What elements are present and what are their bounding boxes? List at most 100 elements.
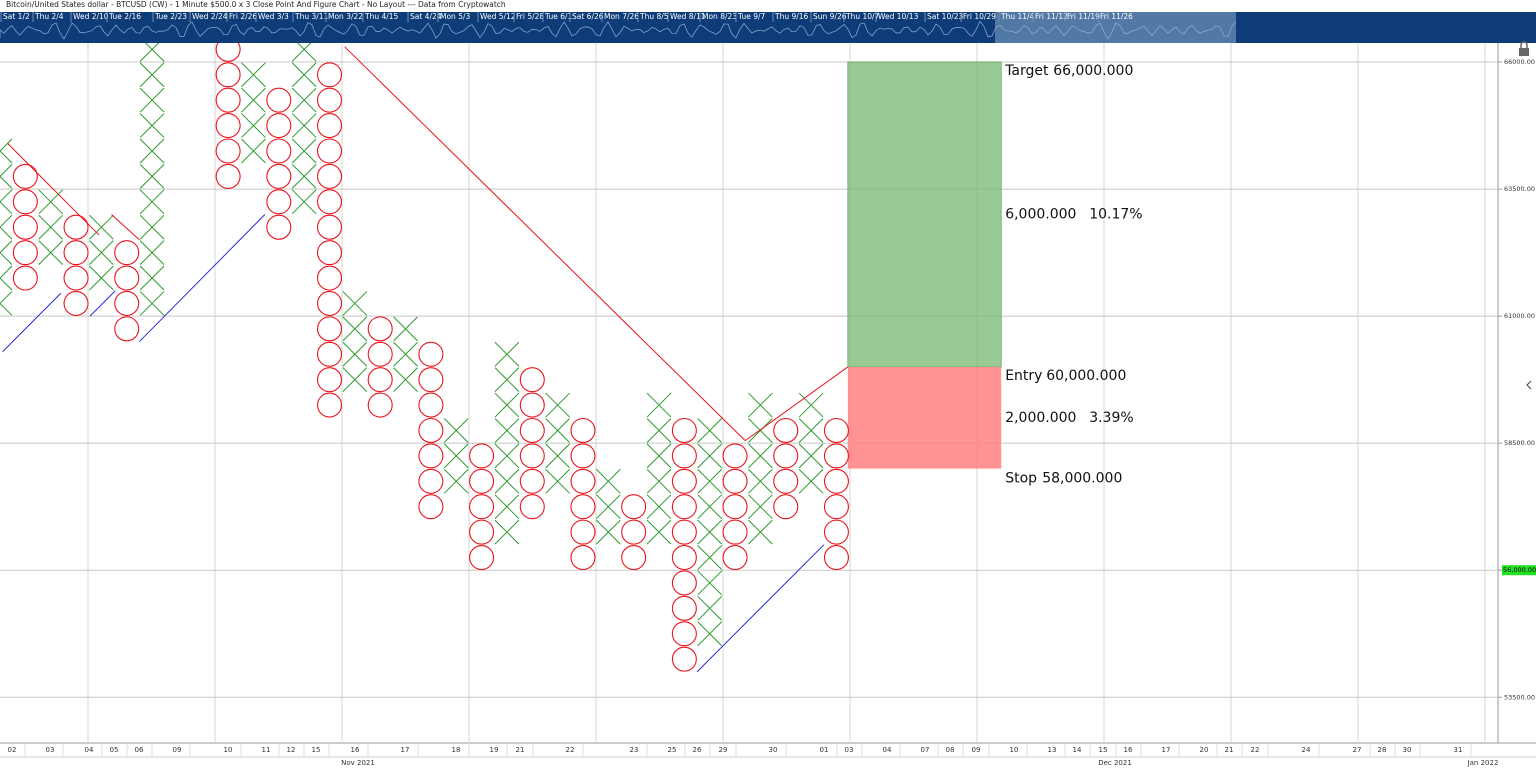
x-box — [38, 189, 64, 215]
o-box — [722, 443, 748, 469]
x-box — [139, 113, 165, 138]
navigator-date: Wed 8/11 — [670, 12, 706, 21]
o-box — [519, 494, 545, 520]
o-column — [215, 43, 241, 189]
o-box — [114, 265, 140, 291]
navigator-date: Mon 8/23 — [702, 12, 737, 21]
navigator-date: Tue 9/7 — [737, 12, 765, 21]
x-box — [748, 468, 773, 494]
x-tick-label: 04 — [883, 746, 892, 754]
o-box — [519, 392, 545, 418]
o-box — [570, 417, 596, 444]
navigator-date: Mon 5/3 — [440, 12, 470, 21]
o-box — [671, 468, 697, 494]
x-tick-label: 05 — [110, 746, 119, 754]
o-column — [773, 417, 799, 520]
x-box — [241, 138, 266, 164]
o-box — [823, 417, 849, 444]
navigator-date: Fri 11/26 — [1100, 12, 1133, 21]
risk-amount: 2,000.000 — [1005, 410, 1076, 426]
x-tick-label: 12 — [287, 746, 296, 754]
x-box — [494, 443, 520, 469]
x-box — [342, 367, 368, 393]
x-column — [646, 392, 672, 545]
x-tick-label: 17 — [1162, 746, 1171, 754]
trendline — [89, 290, 116, 317]
x-box — [291, 87, 317, 113]
y-tick-label: 53500.00 — [1504, 693, 1535, 701]
x-column — [38, 189, 64, 265]
x-box — [443, 418, 469, 443]
x-tick-label: 30 — [769, 746, 778, 754]
x-box — [545, 468, 570, 494]
x-tick-label: 22 — [566, 746, 575, 754]
x-box — [595, 468, 621, 494]
x-column — [697, 418, 723, 647]
o-box — [418, 468, 444, 494]
x-tick-label: 31 — [1454, 746, 1463, 754]
x-box — [0, 291, 13, 316]
o-column — [266, 87, 292, 240]
x-box — [697, 545, 723, 570]
o-box — [266, 189, 292, 215]
entry-label: 60,000.000 — [1046, 368, 1126, 384]
stop-name: Stop — [1005, 471, 1037, 487]
o-box — [63, 240, 89, 266]
o-box — [418, 494, 444, 520]
x-column — [443, 418, 469, 494]
y-tick-label: 63500.00 — [1504, 185, 1535, 193]
x-box — [0, 138, 13, 164]
o-box — [215, 113, 241, 139]
x-box — [798, 418, 824, 443]
o-box — [316, 392, 343, 418]
o-box — [671, 544, 697, 571]
navigator-date: Thu 9/16 — [774, 12, 809, 21]
x-box — [139, 62, 165, 88]
x-box — [595, 519, 621, 545]
x-month-label: Jan 2022 — [1467, 759, 1499, 767]
o-box — [114, 290, 140, 316]
x-box — [89, 240, 114, 265]
o-column — [367, 316, 393, 418]
x-tick-label: 13 — [1048, 746, 1057, 754]
x-box — [38, 240, 64, 265]
collapse-arrow[interactable] — [1526, 380, 1532, 390]
o-box — [316, 265, 343, 291]
o-box — [316, 240, 343, 266]
x-box — [798, 443, 824, 469]
navigator-date: Wed 3/3 — [258, 12, 289, 21]
o-box — [773, 468, 799, 494]
o-box — [570, 544, 596, 571]
target-label: 66,000.000 — [1053, 63, 1133, 79]
o-column — [519, 367, 545, 520]
o-box — [823, 544, 849, 571]
x-box — [646, 494, 672, 520]
x-box — [291, 113, 317, 138]
navigator-date: Wed 10/13 — [878, 12, 919, 21]
x-tick-label: 17 — [401, 746, 410, 754]
trendline — [139, 214, 266, 342]
o-box — [671, 621, 697, 647]
o-box — [316, 341, 343, 367]
o-box — [316, 290, 343, 316]
lock-icon[interactable] — [1519, 48, 1529, 56]
x-box — [646, 443, 672, 469]
x-tick-label: 19 — [490, 746, 499, 754]
o-box — [316, 367, 343, 393]
x-column — [393, 316, 418, 393]
o-box — [12, 214, 38, 240]
o-box — [266, 138, 292, 164]
last-price-label: 56,000.00 — [1503, 566, 1536, 574]
navigator-window[interactable] — [995, 12, 1236, 43]
o-box — [469, 519, 495, 545]
trendline — [111, 214, 140, 241]
trendline — [744, 366, 849, 442]
last-price-marker — [1502, 565, 1536, 576]
x-tick-label: 15 — [1099, 746, 1108, 754]
x-box — [0, 189, 13, 215]
x-tick-label: 23 — [630, 746, 639, 754]
x-box — [241, 113, 266, 138]
o-box — [418, 417, 444, 444]
x-box — [798, 468, 824, 494]
